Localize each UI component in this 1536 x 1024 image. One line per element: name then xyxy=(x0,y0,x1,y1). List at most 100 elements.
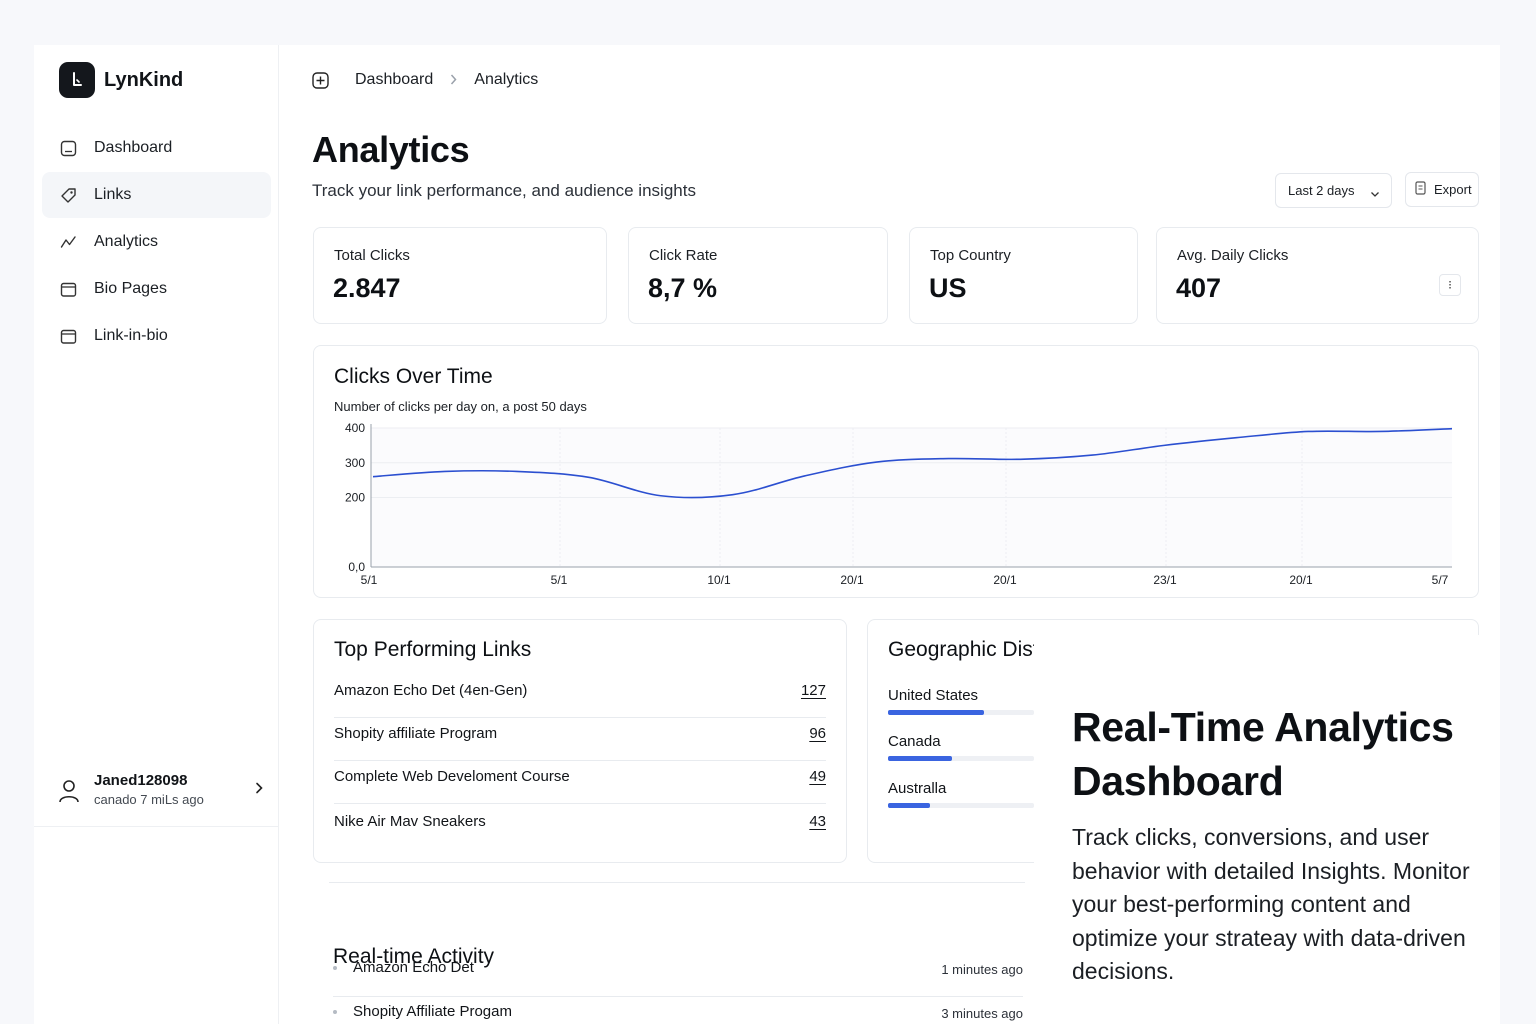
promo-title: Real-Time Analytics Dashboard xyxy=(1072,704,1454,804)
sidebar-item-bio-pages[interactable]: Bio Pages xyxy=(42,266,271,312)
link-count[interactable]: 49 xyxy=(809,768,826,785)
user-subtitle: canado 7 miLs ago xyxy=(94,792,204,807)
link-count[interactable]: 96 xyxy=(809,725,826,742)
breadcrumb-root[interactable]: Dashboard xyxy=(355,71,434,88)
user-icon xyxy=(58,779,80,802)
series-line xyxy=(372,427,1453,499)
activity-name: Amazon Echo Det xyxy=(353,959,474,976)
x-tick-label: 20/1 xyxy=(840,573,864,587)
x-tick-label: 10/1 xyxy=(707,573,731,587)
brand[interactable]: LynKind xyxy=(59,62,183,98)
activity-title: Real-time Activity xyxy=(333,945,495,968)
sidebar-item-label: Bio Pages xyxy=(94,280,167,297)
geo-bar xyxy=(888,710,1034,715)
page-subtitle: Track your link performance, and audienc… xyxy=(312,181,696,200)
activity-divider xyxy=(329,882,1025,883)
export-button[interactable]: Export xyxy=(1405,172,1479,207)
stat-value: US xyxy=(929,273,967,303)
link-row[interactable]: Amazon Echo Det (4en-Gen) 127 xyxy=(334,674,826,718)
sidebar-item-links[interactable]: Links xyxy=(42,172,271,218)
promo-body: Track clicks, conversions, and user beha… xyxy=(1072,824,1470,984)
chart-subtitle: Number of clicks per day on, a post 50 d… xyxy=(334,399,587,414)
brand-name: LynKind xyxy=(104,68,184,91)
folder-icon xyxy=(59,327,77,345)
top-links-title: Top Performing Links xyxy=(334,638,532,661)
breadcrumb-current: Analytics xyxy=(474,71,539,88)
sidebar-item-label: Analytics xyxy=(94,233,159,250)
tag-icon xyxy=(59,186,77,204)
sidebar-item-label: Link-in-bio xyxy=(94,327,168,344)
stat-label: Click Rate xyxy=(649,247,718,264)
geo-country: Australla xyxy=(888,780,947,797)
chevron-down-icon xyxy=(1370,186,1380,201)
x-tick-label: 5/1 xyxy=(361,573,378,587)
geo-bar-fill xyxy=(888,756,953,761)
date-range-select[interactable]: Last 2 days xyxy=(1275,173,1392,208)
chevron-right-icon xyxy=(255,781,263,799)
dashboard-icon xyxy=(59,139,77,157)
stat-label: Total Clicks xyxy=(334,247,410,264)
sidebar: LynKind Dashboard Links Analytics xyxy=(34,45,279,1024)
geo-bar xyxy=(888,803,1034,808)
x-tick-label: 5/7 xyxy=(1432,573,1449,587)
link-row[interactable]: Shopity affiliate Program 96 xyxy=(334,717,826,761)
activity-row[interactable]: Amazon Echo Det 1 minutes ago xyxy=(333,953,1023,997)
y-tick-label: 400 xyxy=(345,421,365,435)
stat-card-top-country: Top Country US xyxy=(909,227,1138,324)
x-tick-label: 5/1 xyxy=(551,573,568,587)
geo-item: Australla xyxy=(888,780,1034,808)
link-count[interactable]: 43 xyxy=(809,813,826,830)
x-tick-label: 23/1 xyxy=(1153,573,1177,587)
promo-panel xyxy=(1034,635,1500,1024)
geo-country: Canada xyxy=(888,733,941,750)
chart-title: Clicks Over Time xyxy=(334,365,493,388)
export-label: Export xyxy=(1434,182,1472,197)
sidebar-item-link-in-bio[interactable]: Link-in-bio xyxy=(42,313,271,359)
link-row[interactable]: Nike Air Mav Sneakers 43 xyxy=(334,805,826,849)
geo-item: United States xyxy=(888,687,1034,715)
sidebar-item-analytics[interactable]: Analytics xyxy=(42,219,271,265)
link-name: Nike Air Mav Sneakers xyxy=(334,813,486,830)
chevron-right-icon xyxy=(450,72,457,88)
x-tick-label: 20/1 xyxy=(1289,573,1313,587)
stat-card-click-rate: Click Rate 8,7 % xyxy=(628,227,888,324)
app-window: LynKind Dashboard Links Analytics xyxy=(34,45,1500,1024)
user-name: Janed128098 xyxy=(94,772,188,789)
bullet-icon xyxy=(333,966,337,970)
trend-icon xyxy=(59,233,77,251)
geo-bar xyxy=(888,756,1034,761)
stat-label: Top Country xyxy=(930,247,1011,264)
activity-time: 1 minutes ago xyxy=(941,962,1023,977)
activity-name: Shopity Affiliate Progam xyxy=(353,1003,512,1020)
sidebar-item-label: Links xyxy=(94,186,132,203)
more-options-icon[interactable]: ⁝ xyxy=(1439,274,1461,296)
activity-row[interactable]: Shopity Affiliate Progam 3 minutes ago xyxy=(333,997,1023,1024)
x-tick-label: 20/1 xyxy=(993,573,1017,587)
sidebar-item-dashboard[interactable]: Dashboard xyxy=(42,125,271,171)
y-tick-label: 300 xyxy=(345,456,365,470)
geo-country: United States xyxy=(888,687,979,704)
stat-value: 8,7 % xyxy=(648,273,718,303)
sidebar-nav: Dashboard Links Analytics Bio Pages xyxy=(42,125,271,360)
page-title: Analytics xyxy=(312,129,470,170)
user-info: Janed128098 canado 7 miLs ago xyxy=(94,772,204,807)
link-name: Amazon Echo Det (4en-Gen) xyxy=(334,682,528,699)
stat-value: 407 xyxy=(1176,273,1222,303)
top-links-card: Top Performing Links Amazon Echo Det (4e… xyxy=(313,619,847,863)
geo-bar-fill xyxy=(888,710,985,715)
activity-time: 3 minutes ago xyxy=(941,1006,1023,1021)
stat-card-total-clicks: Total Clicks 2.847 xyxy=(313,227,607,324)
geo-item: Canada xyxy=(888,733,1034,761)
chart-card: Clicks Over Time Number of clicks per da… xyxy=(313,345,1479,598)
stat-label: Avg. Daily Clicks xyxy=(1177,247,1289,264)
user-profile[interactable]: Janed128098 canado 7 miLs ago xyxy=(34,753,279,827)
stat-value: 2.847 xyxy=(333,273,401,303)
sidebar-item-label: Dashboard xyxy=(94,139,173,156)
link-count[interactable]: 127 xyxy=(800,682,826,699)
add-square-icon[interactable] xyxy=(312,71,329,89)
breadcrumb: Dashboard Analytics xyxy=(312,71,538,89)
link-row[interactable]: Complete Web Develoment Course 49 xyxy=(334,760,826,804)
y-tick-label: 200 xyxy=(345,491,365,505)
y-tick-label: 0,0 xyxy=(348,560,365,574)
